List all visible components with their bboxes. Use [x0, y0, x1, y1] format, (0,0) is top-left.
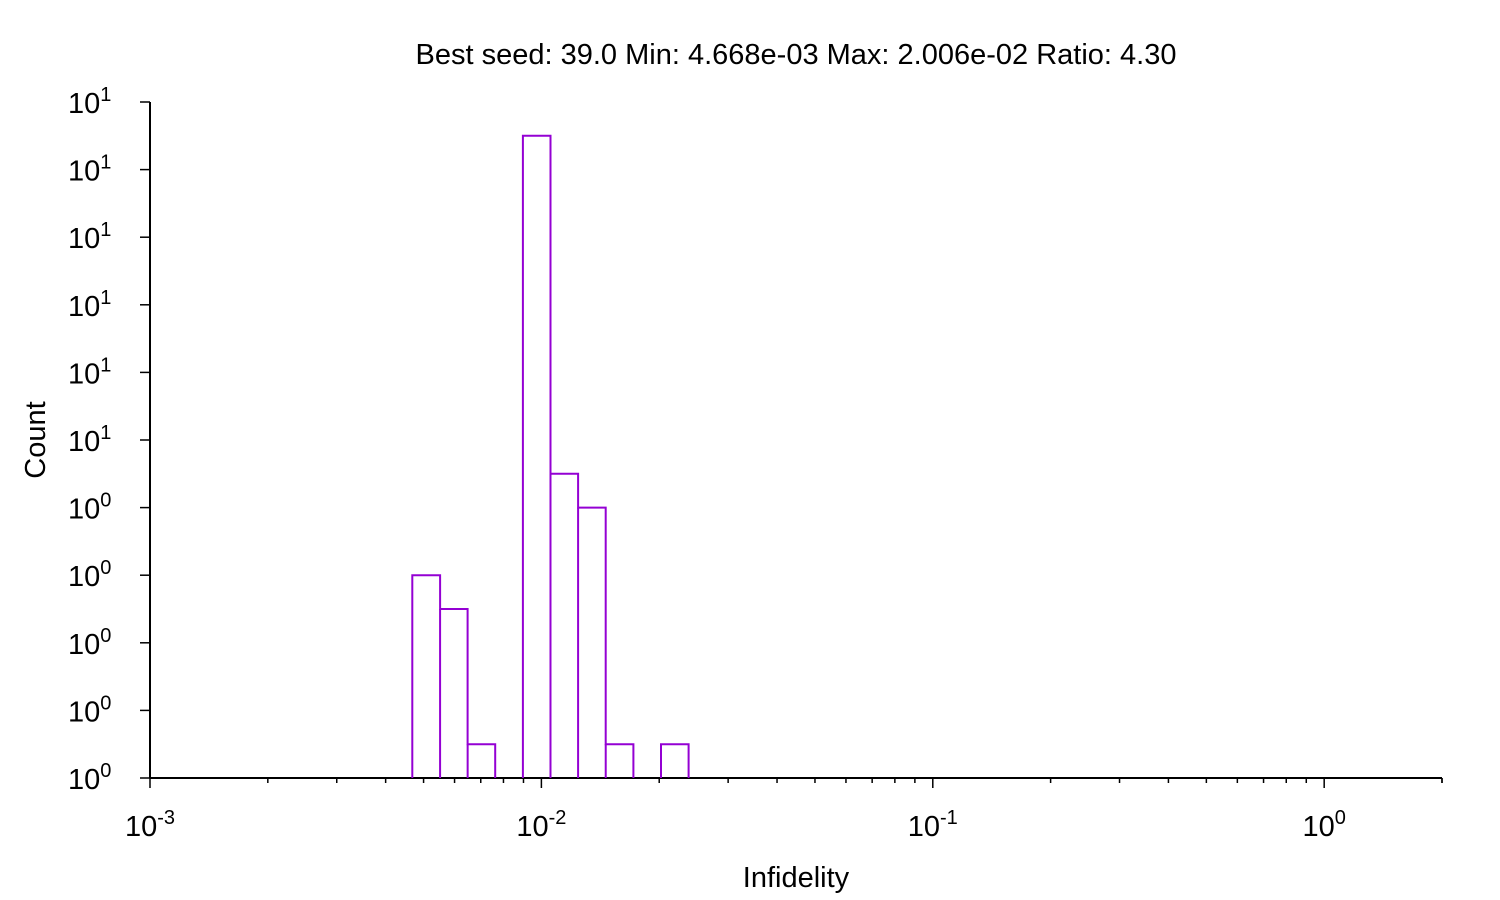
y-tick-label: 100	[68, 557, 111, 593]
x-tick-label-base: 10	[125, 811, 157, 843]
x-tick-label-base: 10	[516, 811, 548, 843]
y-tick-label-exponent: 1	[100, 422, 111, 444]
y-tick-label-base: 10	[68, 764, 100, 796]
x-tick-label-base: 10	[1302, 811, 1334, 843]
y-tick-label: 101	[68, 287, 111, 323]
y-tick-label: 101	[68, 422, 111, 458]
y-tick-label-base: 10	[68, 291, 100, 323]
x-tick-label: 10-1	[908, 807, 958, 843]
histogram-bar-group	[411, 574, 497, 778]
y-tick-label: 101	[68, 152, 111, 188]
y-tick-label-base: 10	[68, 696, 100, 728]
y-tick-label-exponent: 0	[100, 557, 111, 579]
y-tick-label-exponent: 1	[100, 84, 111, 106]
x-tick-label-base: 10	[908, 811, 940, 843]
y-tick-label-exponent: 1	[100, 354, 111, 376]
y-tick-label-exponent: 1	[100, 219, 111, 241]
y-tick-label-exponent: 1	[100, 152, 111, 174]
y-tick-label: 100	[68, 490, 111, 526]
x-tick-label-exponent: -3	[157, 807, 175, 829]
chart-title: Best seed: 39.0 Min: 4.668e-03 Max: 2.00…	[416, 39, 1177, 71]
x-tick-label-exponent: 0	[1335, 807, 1346, 829]
y-axis-label: Count	[20, 401, 52, 478]
y-tick-label-base: 10	[68, 88, 100, 120]
x-tick-label-exponent: -2	[549, 807, 567, 829]
y-tick-label-base: 10	[68, 358, 100, 390]
y-tick-label-exponent: 0	[100, 692, 111, 714]
histogram-bar-group	[660, 743, 690, 778]
x-tick-label: 10-2	[516, 807, 566, 843]
y-tick-label: 100	[68, 692, 111, 728]
x-tick-label: 10-3	[125, 807, 175, 843]
y-tick-label-base: 10	[68, 561, 100, 593]
y-tick-label: 101	[68, 219, 111, 255]
y-tick-label-exponent: 0	[100, 625, 111, 647]
histogram-bar-group	[521, 134, 635, 778]
y-tick-label-base: 10	[68, 629, 100, 661]
y-tick-label-base: 10	[68, 494, 100, 526]
x-axis-label: Infidelity	[743, 862, 850, 894]
y-tick-label: 100	[68, 760, 111, 796]
y-tick-label-exponent: 0	[100, 760, 111, 782]
y-tick-label: 101	[68, 84, 111, 120]
y-tick-label: 101	[68, 354, 111, 390]
y-tick-label-base: 10	[68, 426, 100, 458]
y-tick-label: 100	[68, 625, 111, 661]
y-tick-label-exponent: 1	[100, 287, 111, 309]
y-tick-label-base: 10	[68, 223, 100, 255]
x-tick-label-exponent: -1	[940, 807, 958, 829]
x-tick-label: 100	[1302, 807, 1345, 843]
y-tick-label-base: 10	[68, 156, 100, 188]
y-tick-label-exponent: 0	[100, 490, 111, 512]
